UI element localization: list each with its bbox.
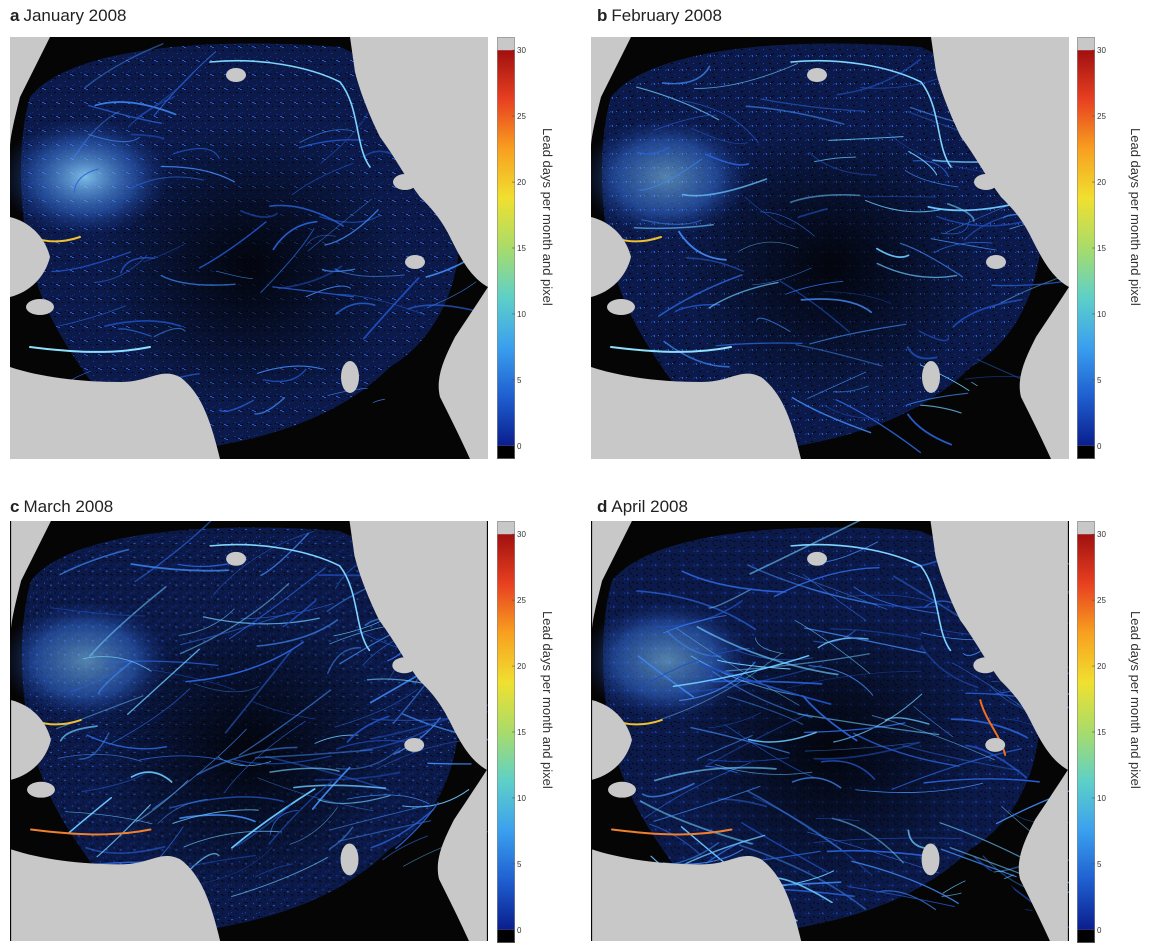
colorbar-gradient [497,50,515,446]
colorbar-tick-label: 30 [517,530,526,539]
colorbar-tick-label: 30 [1097,46,1106,55]
central-basin [100,127,400,407]
no-data-shelf [370,386,460,459]
colorbar-zero [497,445,515,459]
colorbar-gradient [497,534,515,930]
colorbar-b: 0 5 10 15 20 25 30 [1077,37,1107,464]
colorbar-tick-label: 10 [1097,794,1106,803]
colorbar-gradient [1077,50,1095,446]
colorbar-a: 0 5 10 15 20 25 30 [497,37,527,464]
no-data-shelf [951,386,1041,459]
colorbar-zero [1077,929,1095,943]
panel-b-title: b February 2008 [597,6,722,25]
colorbar-tick-label: 15 [1097,728,1106,737]
colorbar-tick-label: 0 [1097,442,1102,451]
colorbar-tick-label: 10 [517,310,526,319]
colorbar-tick-label: 25 [517,112,526,121]
panel-c-title: c March 2008 [10,497,114,516]
colorbar-tick-label: 0 [517,442,522,451]
colorbar-label-b: Lead days per month and pixel [1128,128,1143,306]
land-masses [10,37,488,459]
colorbar-tick-label: 15 [517,728,526,737]
colorbar-tick-label: 5 [1097,376,1102,385]
colorbar-tick-label: 5 [517,376,522,385]
colorbar-tick-label: 0 [1097,926,1102,935]
colorbar-svg: 0 5 10 15 20 25 30 [497,37,526,459]
colorbar-label-a: Lead days per month and pixel [540,128,555,306]
colorbar-tick-label: 25 [1097,596,1106,605]
colorbar-cap-above-30 [497,521,515,535]
colorbar-svg: 0 5 10 15 20 25 30 [497,521,526,943]
colorbar-tick-label: 0 [517,926,522,935]
colorbar-tick-label: 30 [517,46,526,55]
colorbar-gradient [1077,534,1095,930]
colorbar-d: 0 5 10 15 20 25 30 [1077,521,1107,948]
colorbar-tick-label: 25 [517,596,526,605]
colorbar-svg: 0 5 10 15 20 25 30 [1077,521,1106,943]
colorbar-tick-label: 10 [1097,310,1106,319]
colorbar-cap-above-30 [497,37,515,51]
map-b [591,37,1069,459]
colorbar-tick-label: 15 [1097,244,1106,253]
colorbar-tick-label: 20 [517,178,526,187]
colorbar-tick-label: 30 [1097,530,1106,539]
land-masses [591,37,1069,459]
panel-a-title: a January 2008 [10,6,127,25]
colorbar-c: 0 5 10 15 20 25 30 [497,521,527,948]
colorbar-tick-label: 25 [1097,112,1106,121]
lead-hotspot [10,117,170,237]
land-masses [11,521,487,941]
no-data-shelf [369,868,459,941]
land-masses [592,521,1068,941]
colorbar-zero [497,929,515,943]
map-c [10,521,488,941]
colorbar-label-d: Lead days per month and pixel [1128,611,1143,789]
colorbar-tick-label: 20 [1097,178,1106,187]
colorbar-svg: 0 5 10 15 20 25 30 [1077,37,1106,459]
no-data-shelf [950,868,1040,941]
colorbar-tick-label: 10 [517,794,526,803]
map-a [10,37,488,459]
colorbar-tick-label: 5 [1097,860,1102,869]
colorbar-tick-label: 20 [1097,662,1106,671]
lead-hotspot [10,600,171,721]
colorbar-tick-label: 15 [517,244,526,253]
map-d [591,521,1069,941]
panel-d-title: d April 2008 [597,497,688,516]
colorbar-zero [1077,445,1095,459]
central-basin [100,610,400,890]
colorbar-label-c: Lead days per month and pixel [540,611,555,789]
colorbar-cap-above-30 [1077,521,1095,535]
colorbar-tick-label: 20 [517,662,526,671]
colorbar-cap-above-30 [1077,37,1095,51]
colorbar-tick-label: 5 [517,860,522,869]
lead-hotspot [591,117,751,237]
